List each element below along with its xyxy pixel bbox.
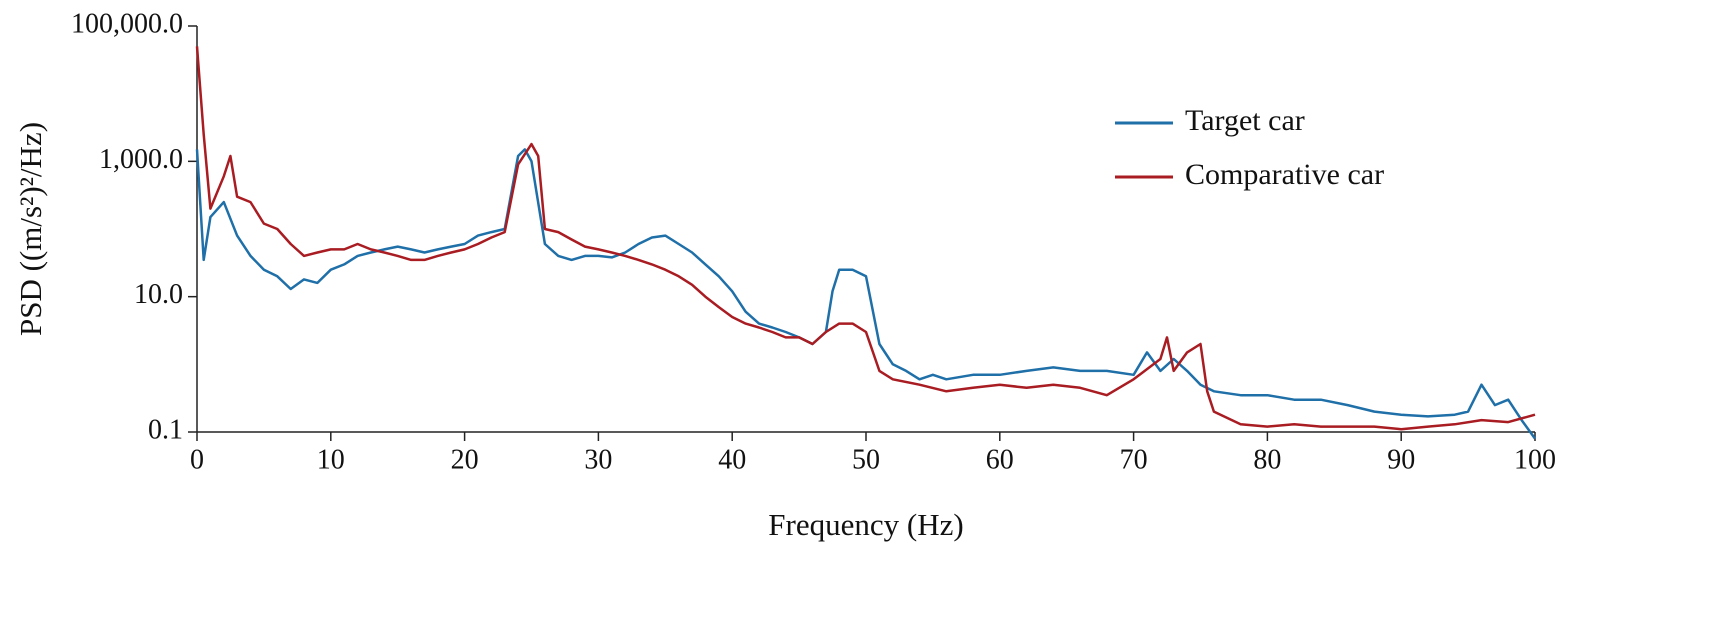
y-tick-label: 1,000.0	[99, 144, 183, 175]
x-tick-label: 20	[451, 444, 479, 475]
legend-label: Target car	[1185, 104, 1305, 137]
y-tick-label: 10.0	[134, 279, 183, 310]
x-axis-title: Frequency (Hz)	[768, 507, 963, 542]
x-tick-label: 40	[718, 444, 746, 475]
x-tick-label: 10	[317, 444, 345, 475]
legend-label: Comparative car	[1185, 158, 1384, 191]
x-tick-label: 80	[1253, 444, 1281, 475]
y-tick-label: 0.1	[148, 414, 183, 445]
y-tick-label: 100,000.0	[71, 8, 183, 39]
x-tick-label: 90	[1387, 444, 1415, 475]
x-tick-label: 70	[1120, 444, 1148, 475]
x-tick-label: 30	[584, 444, 612, 475]
x-tick-label: 60	[986, 444, 1014, 475]
series-line	[195, 148, 1537, 440]
x-tick-label: 0	[190, 444, 204, 475]
y-axis-title: PSD ((m/s²)²/Hz)	[13, 122, 48, 336]
x-tick-label: 50	[852, 444, 880, 475]
series-line	[195, 46, 1536, 431]
x-tick-label: 100	[1514, 444, 1556, 475]
